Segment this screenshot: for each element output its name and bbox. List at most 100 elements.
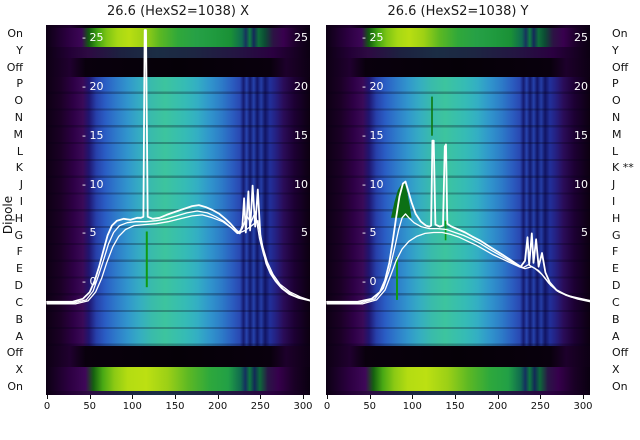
heatmap-band-dark [46, 346, 310, 367]
heatmap-band-dark [326, 25, 590, 28]
y-tick-label-left: - 20 [362, 79, 384, 93]
row-label-e: E [612, 262, 619, 276]
profile-2 [46, 210, 310, 304]
x-tick-label: 200 [488, 401, 508, 412]
y-tick-label-right: 25 [574, 31, 588, 44]
profile-main [46, 29, 310, 303]
x-tick-label: 150 [165, 401, 185, 412]
y-tick-label-right: 25 [294, 31, 308, 44]
heatmap-band-dim [326, 47, 590, 59]
heatmap-band-dark [46, 58, 310, 78]
y-tick-label-left: - 0 [362, 275, 377, 289]
row-label-c: C [15, 295, 23, 309]
heatmap-band-dark [46, 25, 310, 28]
x-tick-mark [583, 395, 584, 399]
x-tick-mark [327, 395, 328, 399]
panel-title-y: 26.6 (HexS2=1038) Y [387, 4, 529, 19]
y-tick-label-right: 15 [574, 128, 588, 142]
row-label-c: C [612, 295, 620, 309]
y-tick-label-left: - 15 [362, 128, 384, 142]
row-label-b: B [612, 312, 620, 326]
row-label-y: Y [612, 43, 619, 57]
x-tick-label: 250 [530, 401, 550, 412]
profile-overlay [326, 96, 590, 305]
x-tick-mark [47, 395, 48, 399]
x-tick-label: 50 [83, 401, 97, 412]
profile-2 [326, 231, 590, 305]
row-label-a: A [612, 329, 620, 343]
row-label-f: F [16, 245, 23, 259]
row-label-o: O [612, 94, 621, 108]
y-tick-label-right: 15 [294, 128, 308, 142]
row-label-j: J [19, 178, 23, 192]
x-tick-mark [303, 395, 304, 399]
y-tick-label-left: - 0 [82, 275, 97, 289]
y-tick-label-left: - 25 [82, 31, 104, 44]
profile-overlay [46, 29, 310, 305]
y-tick-label-left: - 15 [82, 128, 104, 142]
row-label-on: On [612, 26, 628, 40]
row-label-a: A [15, 329, 23, 343]
x-tick-mark [540, 395, 542, 399]
heatmap-band-dim [326, 390, 590, 395]
row-label-e: E [16, 262, 23, 276]
x-tick-label: 100 [122, 401, 142, 412]
row-label-p: P [612, 77, 619, 91]
row-label-y: Y [16, 43, 23, 57]
row-label-m: M [612, 127, 622, 141]
row-label-h: H [612, 211, 621, 225]
row-label-x: X [612, 363, 620, 377]
y-tick-label-right: 5 [581, 226, 588, 240]
x-tick-mark [455, 395, 456, 399]
row-label-off: Off [6, 60, 23, 74]
x-tick-mark [89, 395, 91, 399]
profile-3 [46, 214, 310, 305]
y-tick-label-left: - 5 [82, 226, 97, 240]
x-tick-mark [217, 395, 219, 399]
x-tick-mark [132, 395, 134, 399]
heatmap-band-green [326, 28, 590, 48]
row-label-n: N [612, 110, 621, 124]
heatmap-band-green2 [46, 366, 310, 391]
y-tick-label-right: 20 [294, 79, 308, 93]
x-axis-left: 0 50 100 150 200 250 300 [44, 395, 313, 417]
row-label-on: On [612, 379, 628, 393]
heatmap-panel-x: - 25 25 - 20 20 - 15 15 - 10 10 - 5 5 - 0 [46, 25, 310, 395]
row-label-m: M [13, 127, 24, 141]
row-label-i: I [19, 195, 23, 209]
y-tick-label-left: - 25 [362, 31, 384, 44]
row-label-off: Off [612, 60, 629, 74]
y-tick-label-left: - 10 [82, 177, 104, 191]
x-tick-label: 0 [323, 401, 331, 412]
y-tick-label-left: - 5 [362, 226, 377, 240]
x-tick-mark [175, 395, 176, 399]
x-tick-mark [260, 395, 262, 399]
heatmap-band-dim [46, 47, 310, 59]
row-label-g: G [14, 228, 23, 242]
x-tick-label: 150 [445, 401, 465, 412]
x-tick-label: 250 [250, 401, 270, 412]
x-tick-label: 300 [293, 401, 313, 412]
y-tick-label-left: - 10 [362, 177, 384, 191]
y-tick-label-right: 10 [294, 177, 308, 191]
row-label-h: H [14, 211, 23, 225]
profile-3 [326, 213, 590, 304]
row-label-k: K [15, 161, 23, 175]
heatmap-band-green2 [326, 366, 590, 391]
x-tick-mark [412, 395, 414, 399]
x-tick-label: 50 [363, 401, 377, 412]
row-label-d: D [612, 279, 621, 293]
row-label-on: On [7, 379, 23, 393]
row-label-p: P [16, 77, 23, 91]
panel-title-x: 26.6 (HexS2=1038) X [107, 4, 249, 19]
x-tick-label: 200 [208, 401, 228, 412]
x-tick-mark [497, 395, 499, 399]
row-label-d: D [14, 279, 23, 293]
row-label-n: N [14, 110, 23, 124]
x-tick-label: 300 [573, 401, 593, 412]
y-tick-label-right: 5 [301, 226, 308, 240]
x-axis-right: 0 50 100 150 200 250 300 [323, 395, 593, 417]
row-label-x: X [15, 363, 23, 377]
y-tick-label-right: 20 [574, 79, 588, 93]
